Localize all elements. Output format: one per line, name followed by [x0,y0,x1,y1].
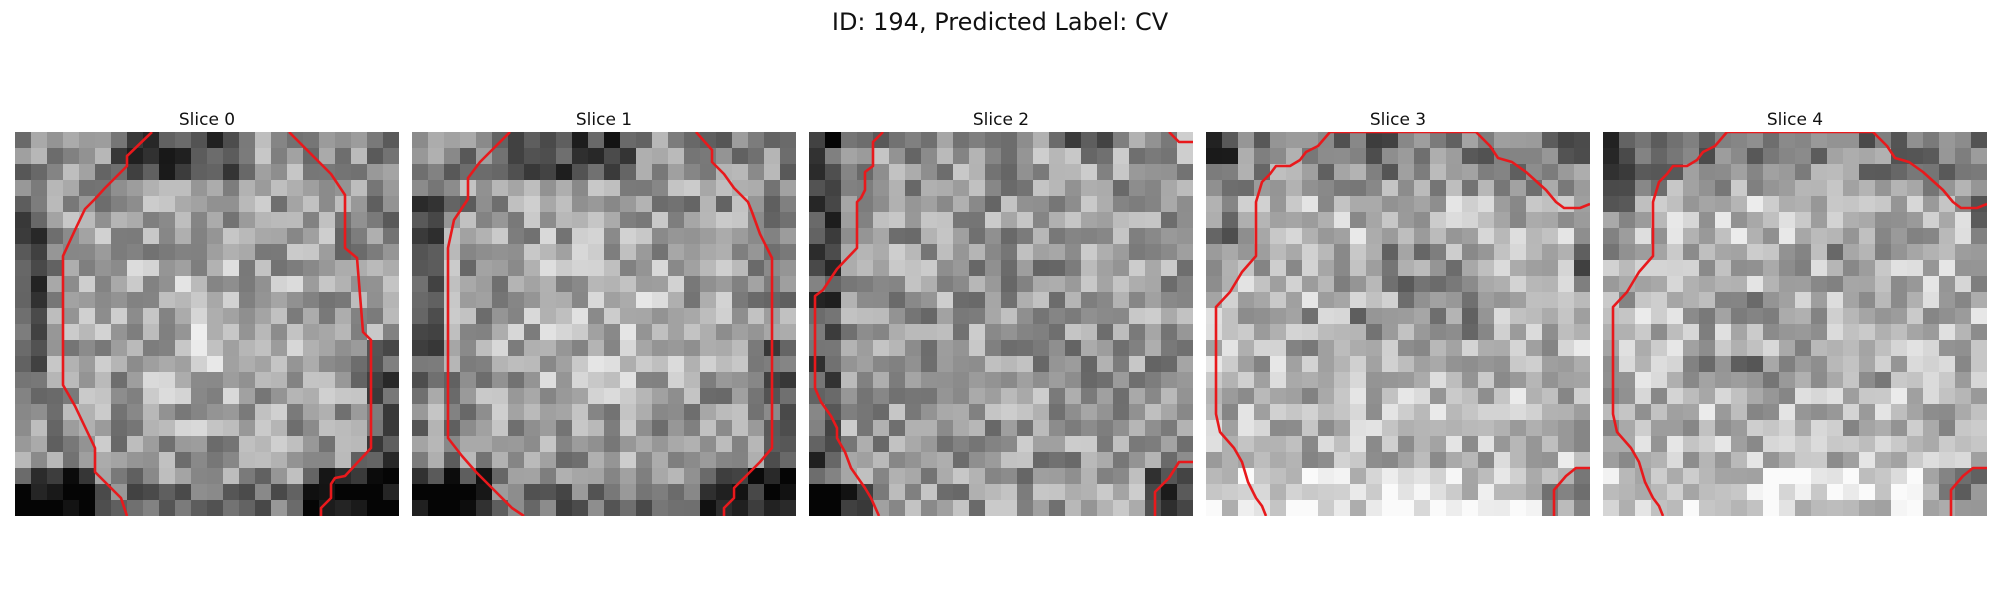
contour-line [1214,132,1590,516]
contour-line [1552,466,1590,516]
slice-panel-1: Slice 1 [412,108,796,516]
contour-line [813,132,884,516]
contour-line [288,132,373,516]
slice-image-4 [1603,132,1987,516]
pixel-grid [15,132,399,516]
contour-line [1168,132,1193,144]
contour-line [1611,132,1987,516]
slice-image-3 [1206,132,1590,516]
slice-image-1 [412,132,796,516]
contour-line [1153,460,1193,516]
slice-image-0 [15,132,399,516]
slice-title: Slice 1 [575,110,633,130]
figure-title: ID: 194, Predicted Label: CV [831,8,1169,36]
slice-panel-2: Slice 2 [809,108,1193,516]
slice-panel-0: Slice 0 [15,108,399,516]
slice-panel-3: Slice 3 [1206,108,1590,516]
slice-title: Slice 4 [1766,110,1824,130]
pixel-grid [809,132,1193,516]
pixel-grid [412,132,796,516]
pixel-grid [1603,132,1987,516]
slice-title: Slice 2 [972,110,1030,130]
contour-line [1949,466,1987,516]
pixel-grid [1206,132,1590,516]
contour-line [61,132,153,516]
slice-panel-4: Slice 4 [1603,108,1987,516]
slice-image-2 [809,132,1193,516]
slice-title: Slice 3 [1369,110,1427,130]
slice-title: Slice 0 [178,110,236,130]
contour-line [695,132,774,516]
contour-line [446,132,525,516]
